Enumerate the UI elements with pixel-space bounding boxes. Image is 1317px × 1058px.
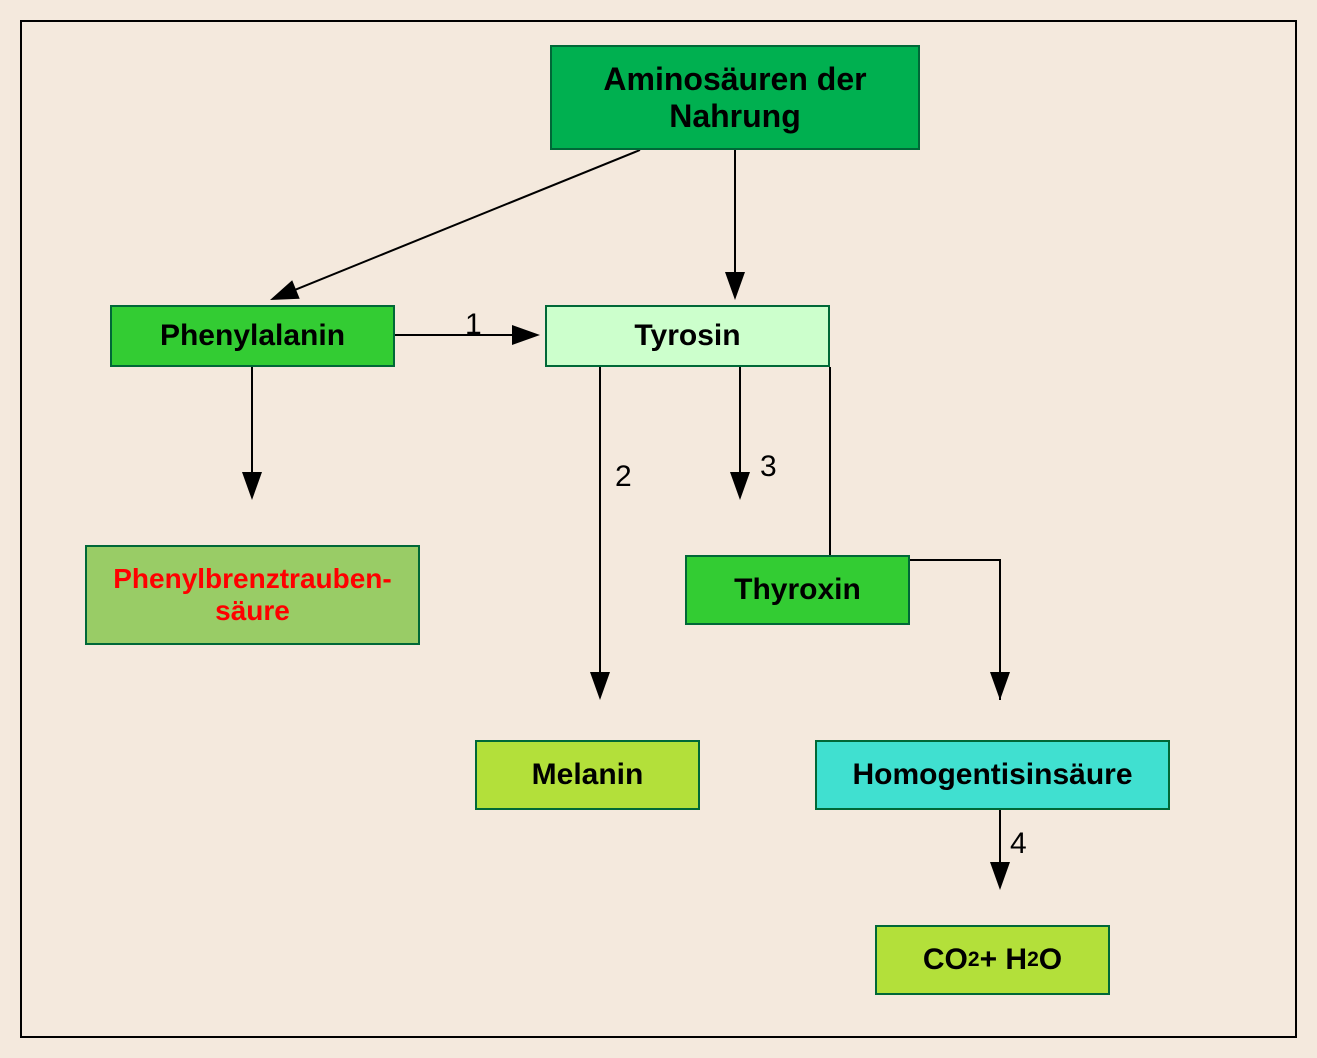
node-thyroxin: Thyroxin [685,555,910,625]
node-tyrosin: Tyrosin [545,305,830,367]
node-homogentisin: Homogentisinsäure [815,740,1170,810]
inner-frame [20,20,1297,1038]
node-phenylalanin: Phenylalanin [110,305,395,367]
node-co2h2o: CO2 + H2O [875,925,1110,995]
node-phenylbrenz: Phenylbrenztrauben-säure [85,545,420,645]
edge-label-homogen-to-co2: 4 [1010,827,1027,861]
diagram-canvas: Aminosäuren derNahrung Phenylalanin Tyrosi… [0,0,1317,1058]
node-melanin: Melanin [475,740,700,810]
edge-label-tyr-to-thyroxin: 3 [760,450,777,484]
edge-label-phen-to-tyr: 1 [465,308,482,342]
edge-label-tyr-to-melanin: 2 [615,460,632,494]
node-amino: Aminosäuren derNahrung [550,45,920,150]
